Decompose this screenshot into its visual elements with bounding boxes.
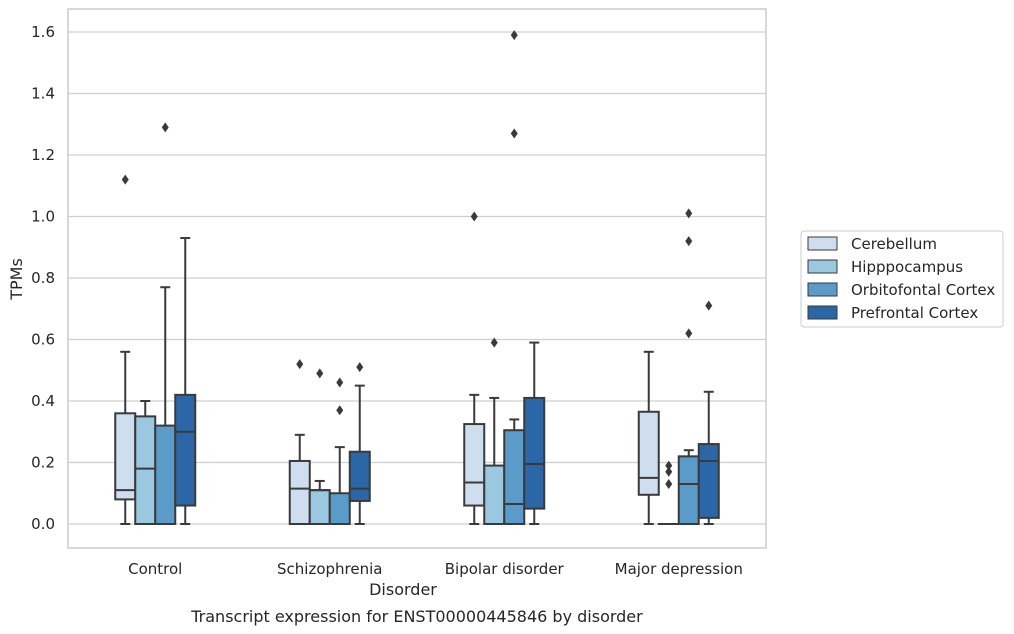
y-tick-label: 0.8	[31, 269, 55, 287]
legend-swatch	[807, 305, 838, 320]
box-group	[463, 211, 486, 525]
y-tick-label: 1.0	[31, 208, 55, 226]
legend-swatch	[807, 236, 838, 251]
legend-entry: Orbitofontal Cortex	[851, 281, 995, 299]
outlier-point	[121, 174, 129, 185]
outlier-point	[470, 211, 478, 222]
box-group	[328, 377, 351, 525]
box-series	[114, 30, 720, 526]
legend-swatch	[807, 259, 838, 274]
box	[348, 450, 371, 502]
outlier-point	[510, 30, 518, 41]
x-tick-label: Control	[128, 560, 182, 578]
box-group	[134, 400, 157, 525]
box-group	[114, 174, 137, 525]
box	[697, 443, 720, 519]
outlier-point	[685, 208, 693, 219]
box-group	[523, 341, 546, 525]
box-group	[348, 362, 371, 525]
x-tick-label: Schizophrenia	[277, 560, 382, 578]
y-tick-label: 1.6	[31, 23, 55, 41]
box-group	[637, 350, 660, 525]
y-tick-label: 0.0	[31, 515, 55, 533]
box	[288, 459, 311, 525]
y-tick-label: 1.4	[31, 85, 55, 103]
legend-entry: Prefrontal Cortex	[851, 304, 978, 322]
x-tick-label: Major depression	[615, 560, 743, 578]
box	[328, 492, 351, 525]
legend-swatch	[807, 282, 838, 297]
outlier-point	[510, 128, 518, 139]
y-axis-ticks: 0.0 0.2 0.4 0.6 0.8 1.0 1.2 1.4 1.6	[31, 23, 55, 533]
box	[308, 489, 331, 525]
box-group	[657, 460, 680, 526]
legend: Cerebellum Hipppocampus Orbitofontal Corte…	[800, 230, 1004, 328]
box	[503, 429, 526, 525]
y-tick-label: 0.6	[31, 331, 55, 349]
legend-frame	[800, 230, 1004, 328]
outlier-point	[685, 328, 693, 339]
y-tick-label: 1.2	[31, 146, 55, 164]
outlier-point	[685, 236, 693, 247]
legend-entry: Cerebellum	[851, 235, 937, 253]
plot-area-frame	[67, 8, 767, 549]
box-group	[677, 208, 700, 526]
box-group	[483, 337, 506, 526]
box-group	[308, 368, 331, 525]
box	[154, 424, 177, 526]
outlier-point	[316, 368, 324, 379]
outlier-point	[490, 337, 498, 348]
box	[483, 464, 506, 526]
outlier-point	[161, 122, 169, 133]
outlier-point	[336, 405, 344, 416]
box	[463, 423, 486, 507]
legend-entry: Hipppocampus	[851, 258, 963, 276]
outlier-point	[296, 359, 304, 370]
box-group	[154, 122, 177, 526]
y-tick-label: 0.4	[31, 392, 55, 410]
y-axis-label: TPMs	[7, 258, 26, 301]
outlier-point	[665, 466, 673, 477]
box	[174, 393, 197, 507]
x-tick-label: Bipolar disorder	[445, 560, 565, 578]
box-group	[503, 30, 526, 525]
outlier-point	[665, 479, 673, 490]
x-axis-label: Disorder	[369, 580, 437, 599]
chart-caption: Transcript expression for ENST0000044584…	[190, 607, 643, 626]
box	[114, 412, 137, 501]
x-axis-ticks: Control Schizophrenia Bipolar disorder Majo…	[128, 560, 743, 578]
box	[677, 455, 700, 526]
box-group	[174, 237, 197, 525]
box	[134, 415, 157, 525]
outlier-point	[705, 300, 713, 311]
outlier-point	[356, 362, 364, 373]
outlier-point	[665, 460, 673, 471]
box	[637, 410, 660, 496]
outlier-point	[336, 377, 344, 388]
box-group	[288, 359, 311, 525]
box-group	[697, 300, 720, 525]
y-tick-label: 0.2	[31, 454, 55, 472]
box	[523, 396, 546, 510]
